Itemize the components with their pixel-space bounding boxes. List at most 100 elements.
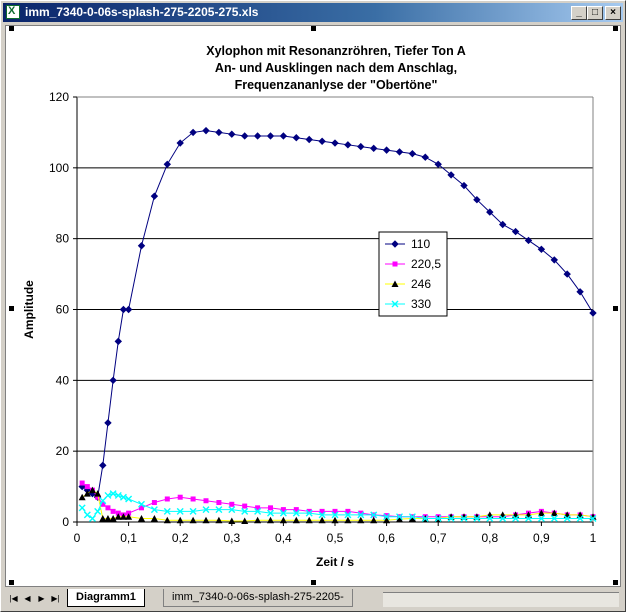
- chart-title-line: Xylophon mit Resonanzröhren, Tiefer Ton …: [206, 44, 466, 58]
- data-point: [305, 135, 313, 144]
- data-point: [83, 490, 91, 497]
- tab-diagramm1[interactable]: Diagramm1: [67, 589, 145, 607]
- data-point: [331, 139, 339, 147]
- selection-handle[interactable]: [613, 26, 618, 31]
- legend-label: 330: [411, 297, 431, 311]
- x-tick-label: 0: [74, 531, 81, 545]
- data-point: [391, 300, 399, 308]
- data-point: [228, 506, 236, 514]
- data-point: [228, 517, 236, 524]
- data-point: [100, 501, 106, 507]
- x-tick-label: 1: [590, 531, 597, 545]
- data-point: [292, 134, 301, 142]
- data-point: [114, 491, 122, 499]
- data-point: [228, 130, 236, 138]
- data-point: [216, 500, 222, 506]
- data-point: [95, 494, 101, 500]
- excel-file-icon[interactable]: [6, 5, 20, 19]
- data-point: [305, 509, 313, 517]
- horizontal-scrollbar[interactable]: [383, 592, 619, 607]
- selection-handle[interactable]: [311, 26, 316, 31]
- data-point: [391, 240, 399, 248]
- series-line: [81, 130, 594, 499]
- data-point: [344, 516, 352, 524]
- selection-handle[interactable]: [311, 580, 316, 585]
- selection-handle[interactable]: [9, 580, 14, 585]
- selection-handle[interactable]: [9, 306, 14, 311]
- data-point: [163, 507, 171, 515]
- data-point: [215, 516, 223, 524]
- data-point: [396, 515, 403, 523]
- data-point: [190, 496, 196, 502]
- data-point: [267, 516, 274, 524]
- data-point: [255, 505, 261, 511]
- data-point: [254, 516, 262, 524]
- last-sheet-button[interactable]: ▶|: [51, 594, 60, 603]
- data-point: [137, 242, 146, 250]
- data-point: [215, 128, 223, 137]
- close-button[interactable]: ×: [605, 6, 621, 20]
- data-point: [125, 495, 133, 503]
- data-point: [357, 511, 365, 519]
- data-point: [293, 507, 299, 513]
- tab-data-sheet[interactable]: imm_7340-0-06s-splash-275-2205-: [163, 589, 353, 607]
- data-point: [306, 508, 312, 514]
- selection-handle[interactable]: [613, 306, 618, 311]
- title-bar[interactable]: imm_7340-0-06s-splash-275-2205-275.xls _…: [3, 3, 623, 22]
- data-point: [114, 337, 122, 346]
- prev-sheet-button[interactable]: ◀: [24, 594, 31, 603]
- data-point: [421, 153, 430, 161]
- selection-handle[interactable]: [9, 26, 14, 31]
- data-point: [358, 510, 364, 516]
- data-point: [589, 514, 597, 522]
- x-tick-label: 0,4: [275, 531, 292, 545]
- data-point: [94, 507, 102, 515]
- data-point: [254, 507, 262, 515]
- sheet-tab-bar: |◀ ◀ ▶ ▶| Diagramm1 imm_7340-0-06s-splas…: [3, 589, 623, 609]
- series-line: [81, 493, 593, 520]
- data-point: [242, 503, 248, 509]
- data-point: [499, 514, 507, 522]
- data-point: [267, 509, 274, 517]
- data-point: [202, 516, 210, 524]
- data-point: [203, 498, 209, 504]
- minimize-button[interactable]: _: [571, 6, 587, 20]
- data-point: [241, 517, 249, 524]
- data-point: [447, 514, 455, 522]
- data-point: [115, 510, 121, 516]
- data-point: [151, 500, 157, 506]
- maximize-button[interactable]: □: [587, 6, 603, 20]
- data-point: [79, 480, 85, 486]
- data-point: [369, 144, 378, 153]
- data-point: [119, 493, 127, 501]
- data-point: [473, 514, 481, 522]
- x-tick-label: 0,3: [223, 531, 240, 545]
- data-point: [109, 490, 117, 498]
- data-point: [83, 511, 91, 519]
- data-point: [357, 516, 365, 524]
- data-point: [511, 227, 520, 236]
- selection-handle[interactable]: [613, 580, 618, 585]
- next-sheet-button[interactable]: ▶: [38, 594, 45, 603]
- data-point: [202, 506, 210, 514]
- data-point: [104, 514, 112, 522]
- data-point: [215, 506, 223, 514]
- data-point: [408, 149, 417, 158]
- x-tick-label: 0,7: [430, 531, 447, 545]
- data-point: [563, 270, 571, 278]
- data-point: [318, 137, 326, 145]
- data-point: [279, 132, 288, 140]
- data-point: [150, 514, 158, 522]
- chart-sheet[interactable]: Xylophon mit Resonanzröhren, Tiefer Ton …: [5, 25, 621, 587]
- first-sheet-button[interactable]: |◀: [9, 594, 18, 603]
- legend: 110 220,5 246 330: [378, 231, 448, 317]
- data-point: [119, 305, 128, 314]
- legend-label: 220,5: [411, 257, 441, 271]
- data-point: [84, 484, 90, 490]
- data-point: [150, 506, 158, 514]
- chart-area[interactable]: Xylophon mit Resonanzröhren, Tiefer Ton …: [6, 26, 620, 586]
- data-point: [189, 507, 197, 515]
- data-point: [525, 514, 532, 522]
- data-point: [576, 514, 584, 522]
